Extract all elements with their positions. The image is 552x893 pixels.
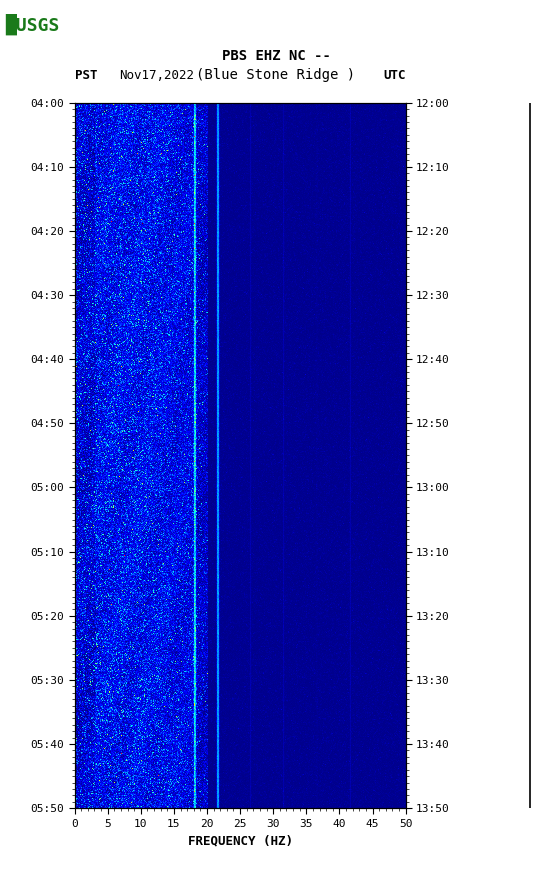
Text: UTC: UTC [383, 69, 406, 82]
Text: █USGS: █USGS [6, 13, 60, 35]
Text: PST: PST [75, 69, 97, 82]
Text: PBS EHZ NC --: PBS EHZ NC -- [221, 48, 331, 63]
Text: (Blue Stone Ridge ): (Blue Stone Ridge ) [197, 68, 355, 82]
Text: Nov17,2022: Nov17,2022 [119, 69, 194, 82]
X-axis label: FREQUENCY (HZ): FREQUENCY (HZ) [188, 834, 293, 847]
